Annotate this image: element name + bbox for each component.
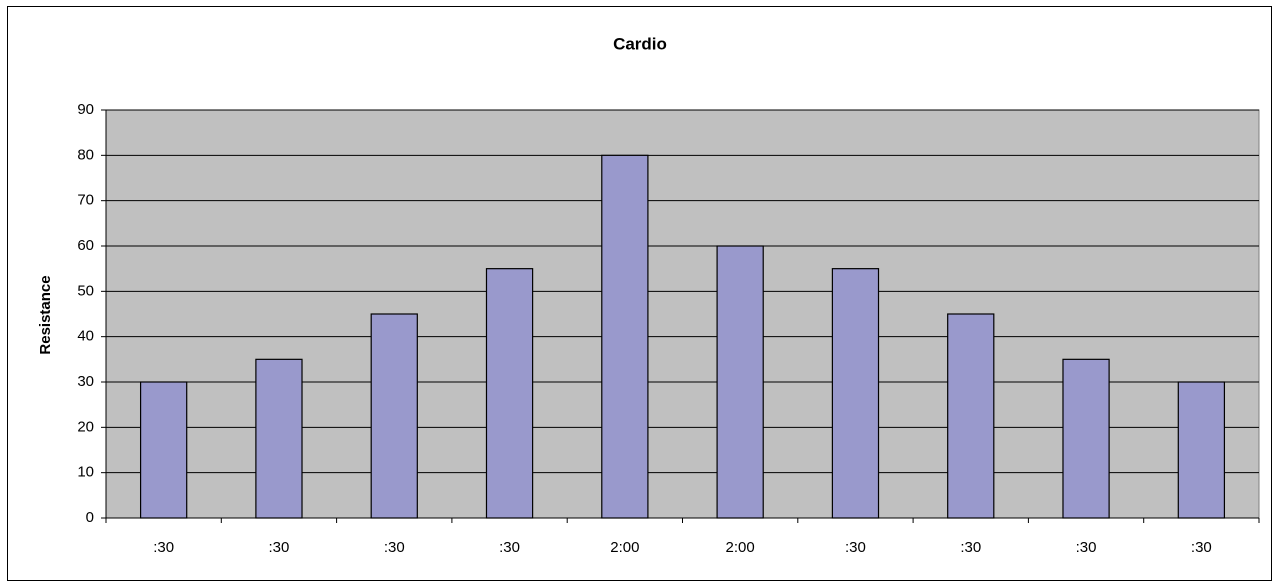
y-tick-label: 50 [77, 282, 94, 299]
x-tick-label: :30 [960, 539, 981, 556]
x-tick-label: :30 [1076, 539, 1097, 556]
x-tick-label: :30 [153, 539, 174, 556]
x-tick-label: 2:00 [726, 539, 755, 556]
x-tick-label: 2:00 [610, 539, 639, 556]
x-tick-label: :30 [845, 539, 866, 556]
bar [255, 358, 303, 519]
bar [601, 154, 649, 519]
y-tick-label: 20 [77, 418, 94, 435]
y-tick-label: 80 [77, 146, 94, 163]
bar [139, 381, 188, 519]
chart-title: Cardio [613, 34, 667, 53]
bar [1177, 381, 1226, 519]
y-tick-label: 90 [77, 101, 94, 118]
y-tick-label: 70 [77, 192, 94, 209]
y-tick-label: 60 [77, 237, 94, 254]
bar [831, 268, 880, 519]
y-tick-label: 0 [86, 509, 94, 526]
x-tick-label: :30 [1191, 539, 1212, 556]
y-tick-label: 40 [77, 328, 94, 345]
bar [716, 245, 764, 519]
x-tick-label: :30 [384, 539, 405, 556]
y-axis-label: Resistance [37, 275, 54, 354]
bar [370, 313, 418, 519]
y-tick-label: 30 [77, 373, 94, 390]
y-tick-label: 10 [77, 464, 94, 481]
bar [1062, 358, 1110, 519]
x-tick-label: :30 [269, 539, 290, 556]
bar [947, 313, 995, 519]
bar [485, 268, 534, 519]
x-tick-label: :30 [499, 539, 520, 556]
